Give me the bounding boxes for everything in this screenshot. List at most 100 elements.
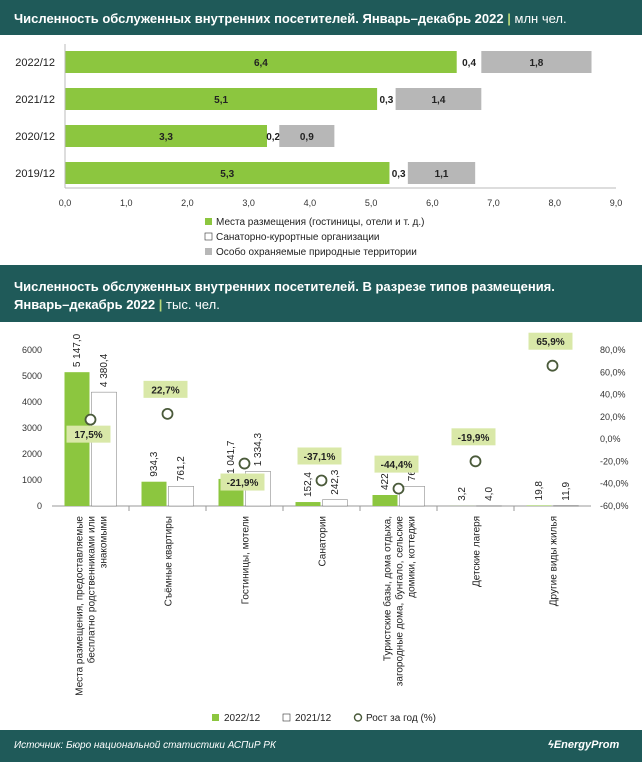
bar-2022 — [295, 502, 321, 506]
category-label: 2021/12 — [15, 94, 55, 106]
x-tick-label: 1,0 — [120, 198, 133, 208]
data-label-2021: 11,9 — [561, 482, 572, 501]
data-label-2021: 1 334,3 — [253, 433, 264, 467]
category-label: знакомыми — [99, 516, 110, 568]
y-tick-label-left: 5000 — [22, 371, 42, 381]
category-label: Туристские базы, дома отдыха, — [382, 516, 394, 661]
data-label: 1,8 — [529, 58, 543, 69]
legend-swatch — [212, 714, 219, 721]
x-tick-label: 9,0 — [610, 198, 623, 208]
data-label-2021: 242,3 — [330, 469, 341, 494]
data-label: 3,3 — [159, 132, 173, 143]
data-label-2022: 422,9 — [380, 465, 391, 490]
data-label-2022: 19,8 — [534, 481, 545, 501]
legend-label: 2022/12 — [224, 713, 261, 724]
y-tick-label-left: 1000 — [22, 475, 42, 485]
y-tick-label-right: 60,0% — [600, 367, 626, 377]
y-tick-label-left: 2000 — [22, 449, 42, 459]
legend-swatch — [205, 218, 212, 225]
category-label: Съёмные квартиры — [164, 516, 175, 606]
data-label: 0,3 — [379, 95, 393, 106]
chart1-title: Численность обслуженных внутренних посет… — [14, 10, 567, 28]
y-tick-label-left: 0 — [37, 501, 42, 511]
legend-label: Места размещения (гостиницы, отели и т. … — [216, 217, 424, 228]
data-label: 0,2 — [266, 132, 280, 143]
data-label: 0,9 — [300, 132, 314, 143]
y-tick-label-right: 80,0% — [600, 345, 626, 355]
y-tick-label-right: -60,0% — [600, 501, 629, 511]
growth-label: -21,9% — [227, 478, 259, 489]
chart1-unit: млн чел. — [514, 11, 567, 26]
data-label: 0,4 — [462, 58, 476, 69]
growth-label: -44,4% — [381, 460, 413, 471]
bar-segment — [377, 88, 396, 110]
y-tick-label-right: -40,0% — [600, 479, 629, 489]
growth-label: 22,7% — [151, 385, 179, 396]
data-label: 5,3 — [220, 169, 234, 180]
chart2-unit: тыс. чел. — [166, 297, 220, 312]
category-label: Санатории — [318, 516, 329, 567]
chart2-plot: 0 1000 2000 3000 4000 5000 6000 -60,0% -40,0% -20… — [22, 332, 629, 724]
y-tick-label-right: 40,0% — [600, 390, 626, 400]
bar-segment — [65, 51, 457, 73]
y-tick-label-left: 4000 — [22, 397, 42, 407]
x-tick-label: 6,0 — [426, 198, 439, 208]
data-label-2021: 761,2 — [176, 456, 187, 481]
growth-label-box — [220, 473, 265, 491]
growth-marker — [546, 359, 559, 372]
bar-segment — [65, 125, 268, 147]
category-label: 2020/12 — [15, 131, 55, 143]
x-tick-label: 7,0 — [487, 198, 500, 208]
chart2-title-line2-wrap: Январь–декабрь 2022 | тыс. чел. — [14, 296, 555, 314]
bar-2021 — [168, 486, 194, 507]
category-label: 2022/12 — [15, 57, 55, 69]
chart2-title: Численность обслуженных внутренних посет… — [14, 278, 555, 314]
growth-label-box — [297, 447, 342, 465]
bar-segment — [267, 125, 280, 147]
bar-2022 — [526, 505, 552, 506]
chart1-title-text: Численность обслуженных внутренних посет… — [14, 11, 504, 26]
bar-segment — [481, 51, 592, 73]
growth-label: 65,9% — [536, 337, 564, 348]
bar-2021 — [322, 499, 348, 507]
growth-marker — [392, 482, 405, 495]
chart1-plot: 2022/12 6,4 0,4 1,8 2021/12 5,1 0,3 1,4 2020/12 3… — [15, 44, 622, 258]
growth-label-box — [143, 380, 188, 398]
bar-2021 — [91, 391, 117, 507]
data-label: 6,4 — [254, 58, 268, 69]
title-separator: | — [158, 297, 163, 312]
legend-label: 2021/12 — [295, 713, 332, 724]
bar-segment — [407, 162, 476, 184]
growth-marker — [469, 455, 482, 468]
x-tick-label: 8,0 — [549, 198, 562, 208]
growth-label-box — [66, 425, 111, 443]
x-tick-label: 3,0 — [242, 198, 255, 208]
growth-marker — [84, 413, 97, 426]
bar-segment — [395, 88, 482, 110]
legend-label: Рост за год (%) — [366, 713, 436, 724]
data-label: 1,1 — [435, 169, 449, 180]
x-tick-label: 5,0 — [365, 198, 378, 208]
x-tick-label: 4,0 — [304, 198, 317, 208]
bar-segment — [279, 125, 335, 147]
growth-label: 17,5% — [74, 430, 102, 441]
brand-logo: ϟEnergyProm — [548, 739, 619, 751]
category-label: загородные дома, бунгало, сельские — [394, 516, 406, 687]
growth-label-box — [528, 332, 573, 350]
bar-2021 — [399, 486, 425, 507]
bar-segment — [65, 88, 378, 110]
bar-segment — [65, 162, 390, 184]
growth-label-box — [374, 455, 419, 473]
category-label: Детские лагеря — [472, 516, 483, 587]
lightning-icon: ϟ — [548, 739, 554, 751]
legend-label: Особо охраняемые природные территории — [216, 246, 417, 258]
y-tick-label-right: -20,0% — [600, 456, 629, 466]
chart2-title-line1: Численность обслуженных внутренних посет… — [14, 279, 555, 294]
data-label: 0,3 — [392, 169, 406, 180]
bar-2022 — [141, 481, 167, 506]
category-label: Гостиницы, мотели — [241, 516, 252, 604]
growth-marker — [238, 457, 251, 470]
legend-swatch — [282, 713, 291, 722]
y-tick-label-left: 6000 — [22, 345, 42, 355]
